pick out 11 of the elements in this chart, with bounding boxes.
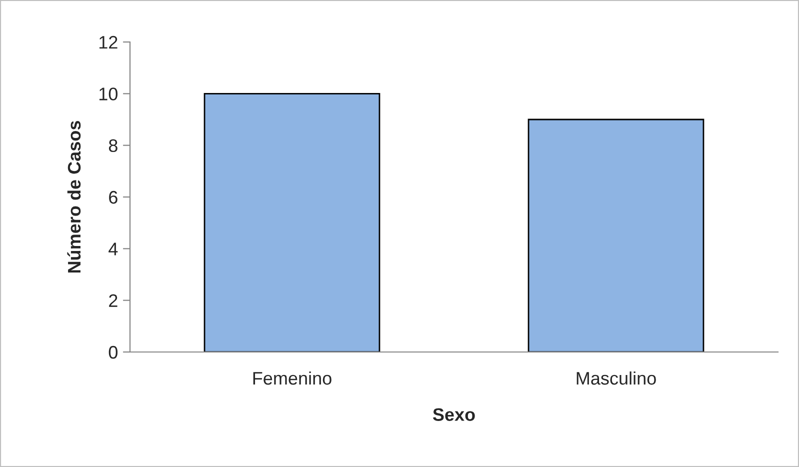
y-tick-label: 10: [99, 88, 118, 100]
y-tick-label: 0: [108, 346, 118, 359]
y-tick-label: 6: [109, 190, 118, 204]
y-tick-label: 12: [99, 36, 118, 49]
y-tick-label: 4: [108, 242, 118, 256]
x-tick-label: Masculino: [576, 371, 656, 385]
y-tick-label: 2: [109, 294, 118, 307]
y-axis-title: Número de Casos: [67, 120, 81, 273]
x-tick-label: Femenino: [253, 371, 332, 385]
y-tick-label: 8: [108, 139, 118, 152]
x-axis-title: Sexo: [432, 408, 475, 421]
